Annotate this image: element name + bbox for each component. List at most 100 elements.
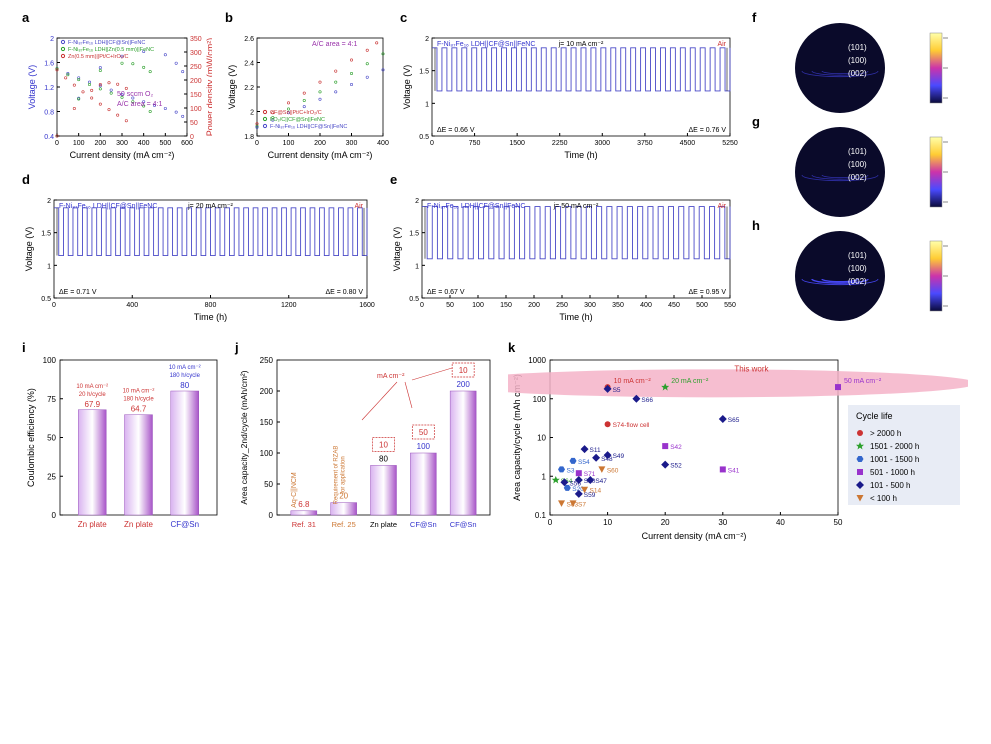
svg-text:F-Ni₈₇Fe₁₆ LDH||CF@Sn||FeNC: F-Ni₈₇Fe₁₆ LDH||CF@Sn||FeNC [270,124,347,130]
svg-text:250: 250 [190,64,202,71]
svg-text:Current density (mA cm⁻²): Current density (mA cm⁻²) [70,150,175,160]
svg-text:for application: for application [341,456,347,493]
svg-text:ΔE = 0.71 V: ΔE = 0.71 V [59,289,97,296]
svg-text:0.5: 0.5 [419,134,429,141]
svg-text:1.8: 1.8 [244,134,254,141]
svg-text:Zn(0.5 mm)||Pt/C+IrO₂/C: Zn(0.5 mm)||Pt/C+IrO₂/C [68,54,128,60]
svg-text:180 h/cycle: 180 h/cycle [170,373,201,379]
svg-text:Cycle life: Cycle life [856,411,893,421]
svg-text:0: 0 [190,134,194,141]
svg-text:25: 25 [47,472,56,481]
panel-d: 0400800120016000.511.52Time (h)Voltage (… [22,180,377,325]
svg-text:1200: 1200 [281,302,297,309]
svg-text:250: 250 [556,302,568,309]
svg-text:100: 100 [417,442,431,451]
svg-text:1500: 1500 [509,140,525,147]
svg-text:S65: S65 [728,417,740,424]
svg-text:This work: This work [734,365,769,374]
svg-text:j= 10 mA cm⁻²: j= 10 mA cm⁻² [558,41,604,48]
svg-text:2: 2 [250,110,254,117]
svg-text:3750: 3750 [637,140,653,147]
svg-text:0: 0 [52,302,56,309]
svg-text:101 - 500 h: 101 - 500 h [870,481,910,490]
svg-text:S59: S59 [584,492,596,499]
svg-text:0: 0 [420,302,424,309]
svg-text:0: 0 [269,511,274,520]
svg-text:Time (h): Time (h) [559,312,592,322]
svg-text:Voltage (V): Voltage (V) [402,65,412,110]
svg-text:Zn plate: Zn plate [78,520,107,529]
svg-text:550: 550 [724,302,736,309]
svg-text:10: 10 [379,440,388,449]
svg-text:0: 0 [255,140,259,147]
svg-text:(002): (002) [848,69,867,78]
svg-text:0: 0 [430,140,434,147]
svg-text:40: 40 [776,518,785,527]
svg-text:500: 500 [696,302,708,309]
svg-text:(100): (100) [848,56,867,65]
svg-text:0.5: 0.5 [409,296,419,303]
svg-text:2.2: 2.2 [244,85,254,92]
svg-text:2: 2 [425,36,429,43]
panel-e-label: e [390,172,397,187]
svg-text:10: 10 [537,434,546,443]
svg-text:Coulombic efficiency (%): Coulombic efficiency (%) [26,388,36,487]
svg-text:300: 300 [584,302,596,309]
chart-k-svg: 010203040500.11101001000Current density … [508,345,968,545]
panel-b: 01002003004001.822.22.42.6Current densit… [225,18,390,163]
svg-text:2.6: 2.6 [244,36,254,43]
svg-text:(100): (100) [848,264,867,273]
svg-text:150: 150 [500,302,512,309]
svg-text:300: 300 [116,140,128,147]
svg-text:100: 100 [472,302,484,309]
svg-text:200: 200 [190,78,202,85]
svg-text:(101): (101) [848,43,867,52]
svg-text:2: 2 [50,36,54,43]
panel-g: (101)(100)(002) [755,122,975,222]
svg-text:F-Ni₈₇Fe₁₆ LDH||CF@Sn||FeNC: F-Ni₈₇Fe₁₆ LDH||CF@Sn||FeNC [427,203,525,210]
panel-c-label: c [400,10,407,25]
svg-text:0.8: 0.8 [44,110,54,117]
svg-text:F-Ni₈₇Fe₁₆ LDH||Zn(0.5 mm)||Fe: F-Ni₈₇Fe₁₆ LDH||Zn(0.5 mm)||FeNC [68,47,154,53]
svg-text:Voltage (V): Voltage (V) [392,227,402,272]
svg-text:200: 200 [260,387,274,396]
svg-text:10 mA cm⁻²: 10 mA cm⁻² [123,389,155,395]
svg-text:20 mA cm⁻²: 20 mA cm⁻² [671,378,709,385]
svg-text:180 h/cycle: 180 h/cycle [123,397,154,403]
panel-f: (101) (100) (002) [755,18,975,118]
svg-text:Voltage (V): Voltage (V) [227,65,237,110]
svg-text:1: 1 [415,263,419,270]
svg-text:3000: 3000 [594,140,610,147]
chart-e-svg: 0501001502002503003504004505005500.511.5… [390,180,740,325]
svg-text:250: 250 [260,356,274,365]
svg-text:Time (h): Time (h) [564,150,597,160]
chart-f-svg: (101) (100) (002) [755,18,975,118]
panel-k-label: k [508,340,515,355]
svg-text:300: 300 [190,50,202,57]
svg-text:400: 400 [138,140,150,147]
panel-b-label: b [225,10,233,25]
svg-text:10: 10 [459,366,468,375]
svg-text:64.7: 64.7 [131,405,147,414]
svg-text:S52: S52 [670,463,682,470]
svg-text:Current density (mA cm⁻²): Current density (mA cm⁻²) [268,150,373,160]
svg-text:S11: S11 [590,447,601,454]
svg-text:1.2: 1.2 [44,85,54,92]
svg-text:100: 100 [73,140,85,147]
svg-text:450: 450 [668,302,680,309]
svg-text:Aq-C||NCM: Aq-C||NCM [291,472,298,508]
svg-text:> 2000 h: > 2000 h [870,429,901,438]
svg-text:0: 0 [52,511,57,520]
svg-text:Ref. 25: Ref. 25 [332,520,356,529]
svg-text:Air: Air [717,203,726,210]
svg-text:20: 20 [661,518,670,527]
svg-text:50 mA cm⁻²: 50 mA cm⁻² [844,378,882,385]
svg-text:5250: 5250 [722,140,738,147]
svg-text:20 h/cycle: 20 h/cycle [79,392,107,398]
svg-text:1001 - 1500 h: 1001 - 1500 h [870,455,919,464]
chart-j-svg: 050100150200250Area capacity_2nd/cycle (… [235,345,495,545]
panel-i: 0255075100Coulombic efficiency (%)67.910… [22,345,222,545]
svg-text:501 - 1000 h: 501 - 1000 h [870,468,915,477]
svg-text:100: 100 [190,106,202,113]
svg-text:400: 400 [126,302,138,309]
